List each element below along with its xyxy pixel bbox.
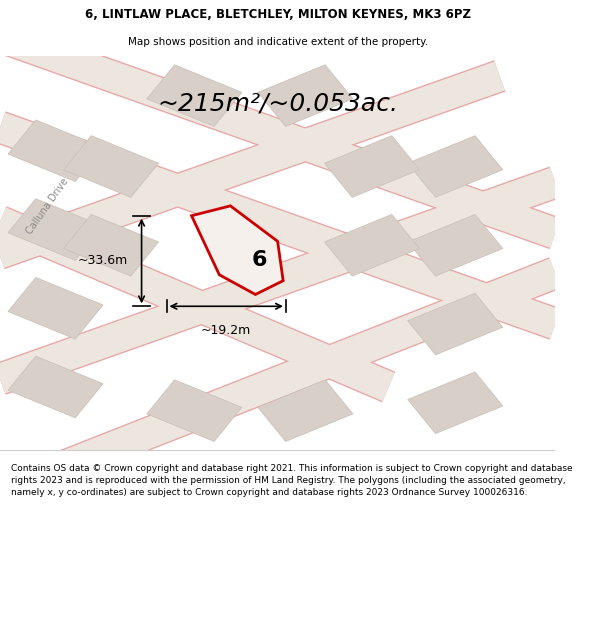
FancyBboxPatch shape xyxy=(64,136,158,198)
Text: ~19.2m: ~19.2m xyxy=(201,324,251,337)
FancyBboxPatch shape xyxy=(408,293,503,355)
Text: ~215m²/~0.053ac.: ~215m²/~0.053ac. xyxy=(157,91,398,116)
FancyBboxPatch shape xyxy=(325,136,419,198)
Text: Contains OS data © Crown copyright and database right 2021. This information is : Contains OS data © Crown copyright and d… xyxy=(11,464,573,497)
Text: 6: 6 xyxy=(252,250,268,270)
FancyBboxPatch shape xyxy=(147,65,242,126)
FancyBboxPatch shape xyxy=(8,199,103,261)
FancyBboxPatch shape xyxy=(408,136,503,198)
FancyBboxPatch shape xyxy=(8,356,103,418)
Text: Calluna Drive: Calluna Drive xyxy=(24,176,70,236)
FancyBboxPatch shape xyxy=(147,380,242,441)
FancyBboxPatch shape xyxy=(258,380,353,441)
Text: 6, LINTLAW PLACE, BLETCHLEY, MILTON KEYNES, MK3 6PZ: 6, LINTLAW PLACE, BLETCHLEY, MILTON KEYN… xyxy=(85,8,470,21)
FancyBboxPatch shape xyxy=(8,120,103,182)
FancyBboxPatch shape xyxy=(8,278,103,339)
FancyBboxPatch shape xyxy=(325,214,419,276)
FancyBboxPatch shape xyxy=(408,372,503,434)
FancyBboxPatch shape xyxy=(408,214,503,276)
Polygon shape xyxy=(191,206,283,294)
FancyBboxPatch shape xyxy=(258,65,353,126)
Text: Map shows position and indicative extent of the property.: Map shows position and indicative extent… xyxy=(128,38,428,47)
FancyBboxPatch shape xyxy=(64,214,158,276)
Text: ~33.6m: ~33.6m xyxy=(77,254,128,268)
